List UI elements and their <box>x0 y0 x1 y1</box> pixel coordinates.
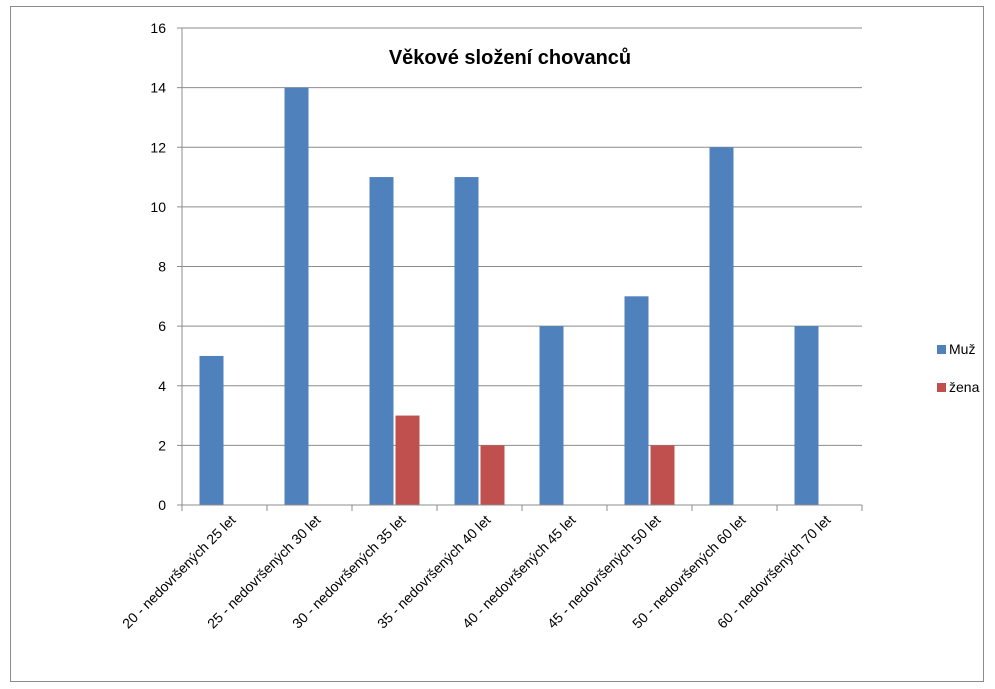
bar-zena <box>395 415 420 505</box>
y-tick-label: 0 <box>158 497 166 513</box>
legend-swatch-zena <box>937 383 946 392</box>
bar-muz <box>539 326 564 505</box>
legend: Muž žena <box>937 341 980 395</box>
bar-zena <box>650 445 675 505</box>
legend-swatch-muz <box>937 345 946 354</box>
y-tick-label: 12 <box>150 139 166 155</box>
legend-label-muz: Muž <box>949 341 975 357</box>
y-axis-ticks: 0 2 4 6 8 10 12 14 16 <box>150 20 182 513</box>
bar-muz <box>624 296 649 505</box>
y-tick-label: 2 <box>158 437 166 453</box>
y-tick-label: 8 <box>158 259 166 275</box>
chart-frame <box>10 6 984 682</box>
bar-muz <box>794 326 819 505</box>
bar-muz <box>199 355 224 505</box>
chart-title: Věkové složení chovanců <box>389 47 631 69</box>
legend-label-zena: žena <box>949 379 980 395</box>
y-tick-label: 4 <box>158 378 166 394</box>
y-tick-label: 10 <box>150 199 166 215</box>
y-tick-label: 14 <box>150 80 166 96</box>
y-tick-label: 16 <box>150 20 166 36</box>
y-tick-label: 6 <box>158 318 166 334</box>
bar-muz <box>369 177 394 505</box>
bar-muz <box>284 87 309 505</box>
bar-muz <box>454 177 479 505</box>
bar-zena <box>480 445 505 505</box>
gridlines <box>182 27 862 446</box>
bar-muz <box>709 147 734 505</box>
bars <box>199 87 819 505</box>
